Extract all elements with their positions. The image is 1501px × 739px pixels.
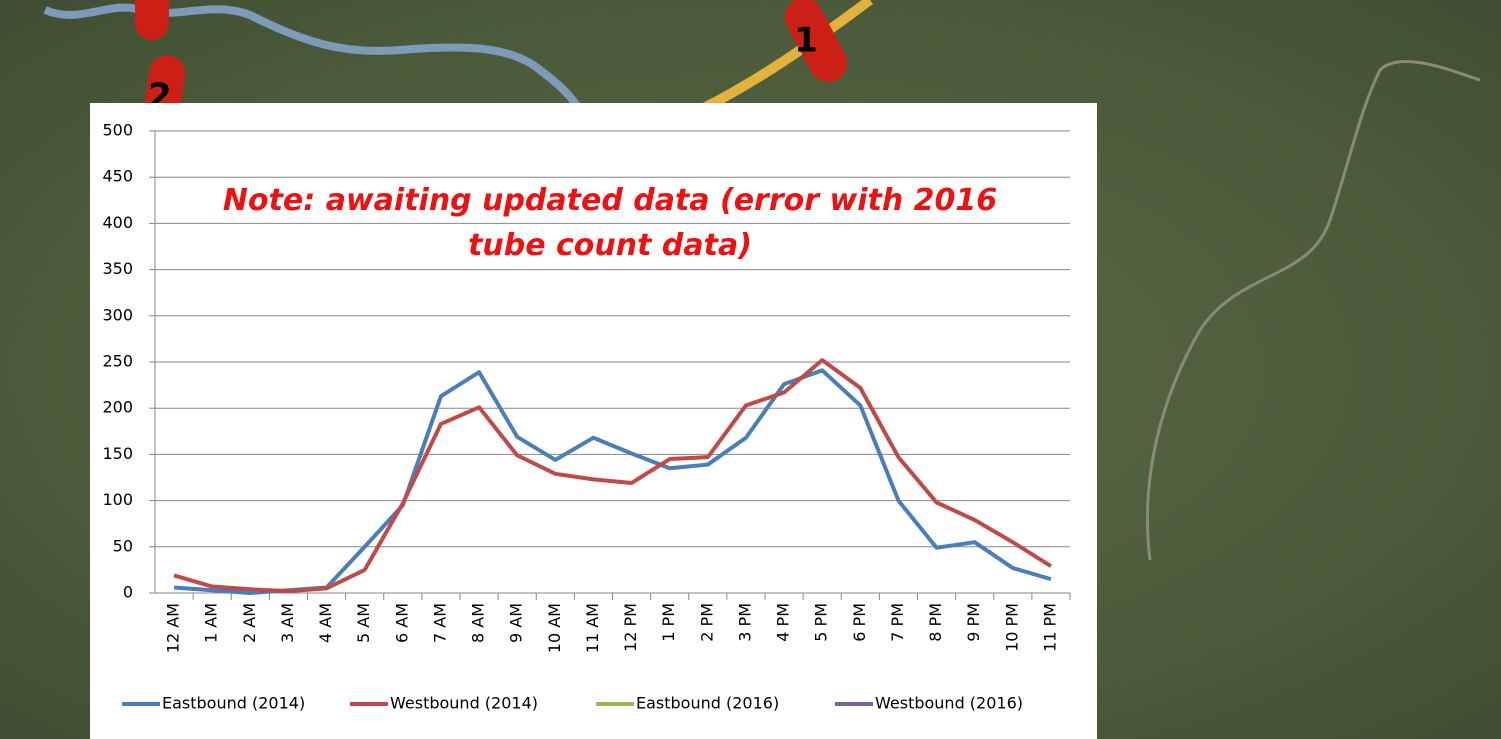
x-tick-label: 4 AM <box>316 603 335 643</box>
map-marker <box>135 0 169 40</box>
marker-label: 1 <box>794 21 818 61</box>
x-tick-label: 9 AM <box>507 603 526 643</box>
x-tick-label: 10 AM <box>545 603 564 653</box>
x-tick-label: 8 AM <box>469 603 488 643</box>
x-tick-label: 1 PM <box>659 603 678 642</box>
x-tick-label: 7 PM <box>888 603 907 642</box>
y-tick-label: 350 <box>102 259 133 278</box>
y-tick-label: 450 <box>102 167 133 186</box>
x-tick-label: 9 PM <box>964 603 983 642</box>
legend-label: Eastbound (2016) <box>636 694 779 713</box>
y-tick-label: 150 <box>102 444 133 463</box>
x-tick-label: 1 AM <box>202 603 221 643</box>
x-tick-label: 11 AM <box>583 603 602 653</box>
map-and-chart: 1 2 05010015020025030035040045050012 AM1… <box>0 0 1501 739</box>
x-tick-label: 4 PM <box>774 603 793 642</box>
x-tick-label: 5 AM <box>354 603 373 643</box>
x-tick-label: 5 PM <box>812 603 831 642</box>
x-tick-label: 6 AM <box>392 603 411 643</box>
y-tick-label: 200 <box>102 398 133 417</box>
x-tick-label: 11 PM <box>1040 603 1059 652</box>
legend-label: Westbound (2016) <box>875 694 1023 713</box>
x-tick-label: 8 PM <box>926 603 945 642</box>
x-tick-label: 12 AM <box>164 603 183 653</box>
x-tick-label: 2 PM <box>697 603 716 642</box>
legend-label: Eastbound (2014) <box>162 694 305 713</box>
x-tick-label: 3 AM <box>278 603 297 643</box>
y-tick-label: 50 <box>113 536 133 555</box>
x-tick-label: 10 PM <box>1002 603 1021 652</box>
y-tick-label: 250 <box>102 352 133 371</box>
annotation: Note: awaiting updated data (error with … <box>185 178 1035 268</box>
x-tick-label: 7 AM <box>430 603 449 643</box>
y-tick-label: 300 <box>102 305 133 324</box>
legend-label: Westbound (2014) <box>390 694 538 713</box>
x-tick-label: 2 AM <box>240 603 259 643</box>
y-tick-label: 400 <box>102 213 133 232</box>
y-tick-label: 500 <box>102 121 133 140</box>
y-tick-label: 100 <box>102 490 133 509</box>
screen: 1 2 05010015020025030035040045050012 AM1… <box>0 0 1501 739</box>
x-tick-label: 12 PM <box>621 603 640 652</box>
x-tick-label: 3 PM <box>735 603 754 642</box>
x-tick-label: 6 PM <box>850 603 869 642</box>
y-tick-label: 0 <box>123 583 133 602</box>
